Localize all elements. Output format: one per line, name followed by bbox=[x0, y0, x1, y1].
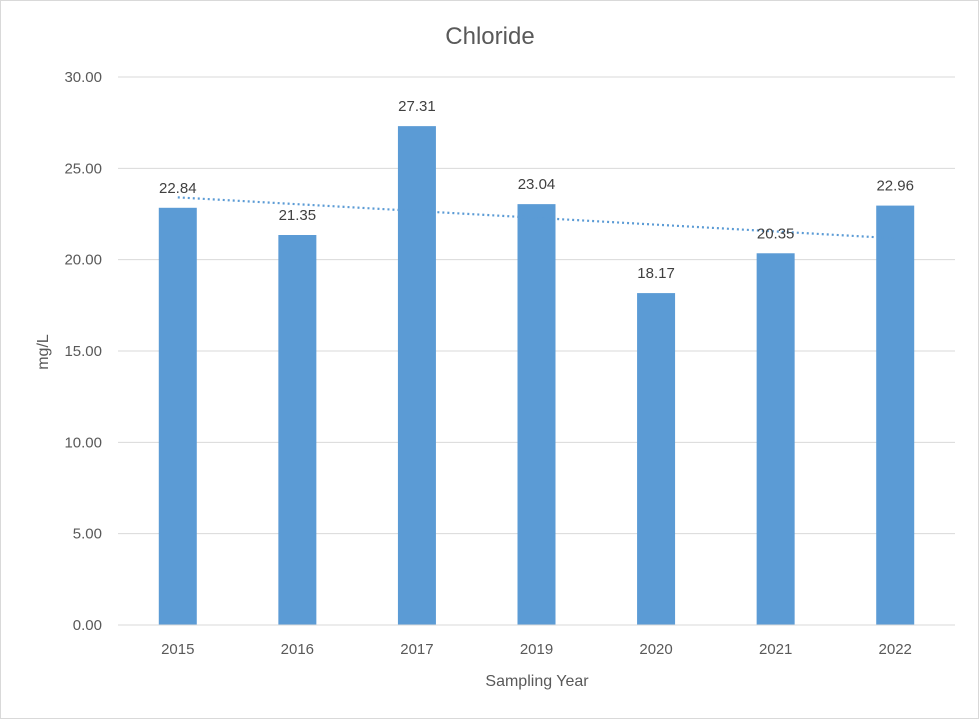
y-axis-title: mg/L bbox=[35, 334, 52, 370]
bars bbox=[158, 126, 915, 626]
y-tick-label: 15.00 bbox=[64, 343, 102, 360]
y-tick-label: 25.00 bbox=[64, 160, 102, 177]
x-tick-label: 2022 bbox=[879, 641, 912, 658]
bar-2016 bbox=[278, 235, 317, 626]
data-label: 23.04 bbox=[518, 176, 556, 193]
data-label: 22.96 bbox=[876, 178, 914, 195]
bar-2019 bbox=[517, 204, 556, 626]
chart-title: Chloride bbox=[445, 23, 534, 50]
x-tick-label: 2016 bbox=[281, 641, 314, 658]
y-tick-label: 0.00 bbox=[73, 617, 102, 634]
y-tick-label: 30.00 bbox=[64, 69, 102, 86]
bar-2017 bbox=[397, 126, 436, 626]
data-label: 18.17 bbox=[637, 265, 675, 282]
y-axis-ticks: 0.00 5.00 10.00 15.00 20.00 25.00 30.00 bbox=[64, 69, 102, 634]
bar-2020 bbox=[637, 293, 676, 625]
data-label: 20.35 bbox=[757, 225, 795, 242]
bar-2022 bbox=[876, 205, 915, 625]
x-tick-label: 2019 bbox=[520, 641, 553, 658]
y-tick-label: 20.00 bbox=[64, 252, 102, 269]
x-tick-label: 2020 bbox=[639, 641, 672, 658]
x-tick-label: 2017 bbox=[400, 641, 433, 658]
x-tick-label: 2015 bbox=[161, 641, 194, 658]
data-label: 27.31 bbox=[398, 98, 436, 115]
bar-2015 bbox=[158, 207, 197, 625]
data-label: 22.84 bbox=[159, 180, 197, 197]
data-label: 21.35 bbox=[279, 207, 317, 224]
bar-2021 bbox=[756, 253, 795, 626]
x-axis-ticks: 2015 2016 2017 2019 2020 2021 2022 bbox=[161, 641, 912, 658]
x-tick-label: 2021 bbox=[759, 641, 792, 658]
x-axis-title: Sampling Year bbox=[485, 673, 589, 690]
gridlines bbox=[118, 76, 955, 535]
y-tick-label: 5.00 bbox=[73, 526, 102, 543]
data-labels: 22.84 21.35 27.31 23.04 18.17 20.35 22.96 bbox=[159, 98, 914, 282]
y-tick-label: 10.00 bbox=[64, 434, 102, 451]
